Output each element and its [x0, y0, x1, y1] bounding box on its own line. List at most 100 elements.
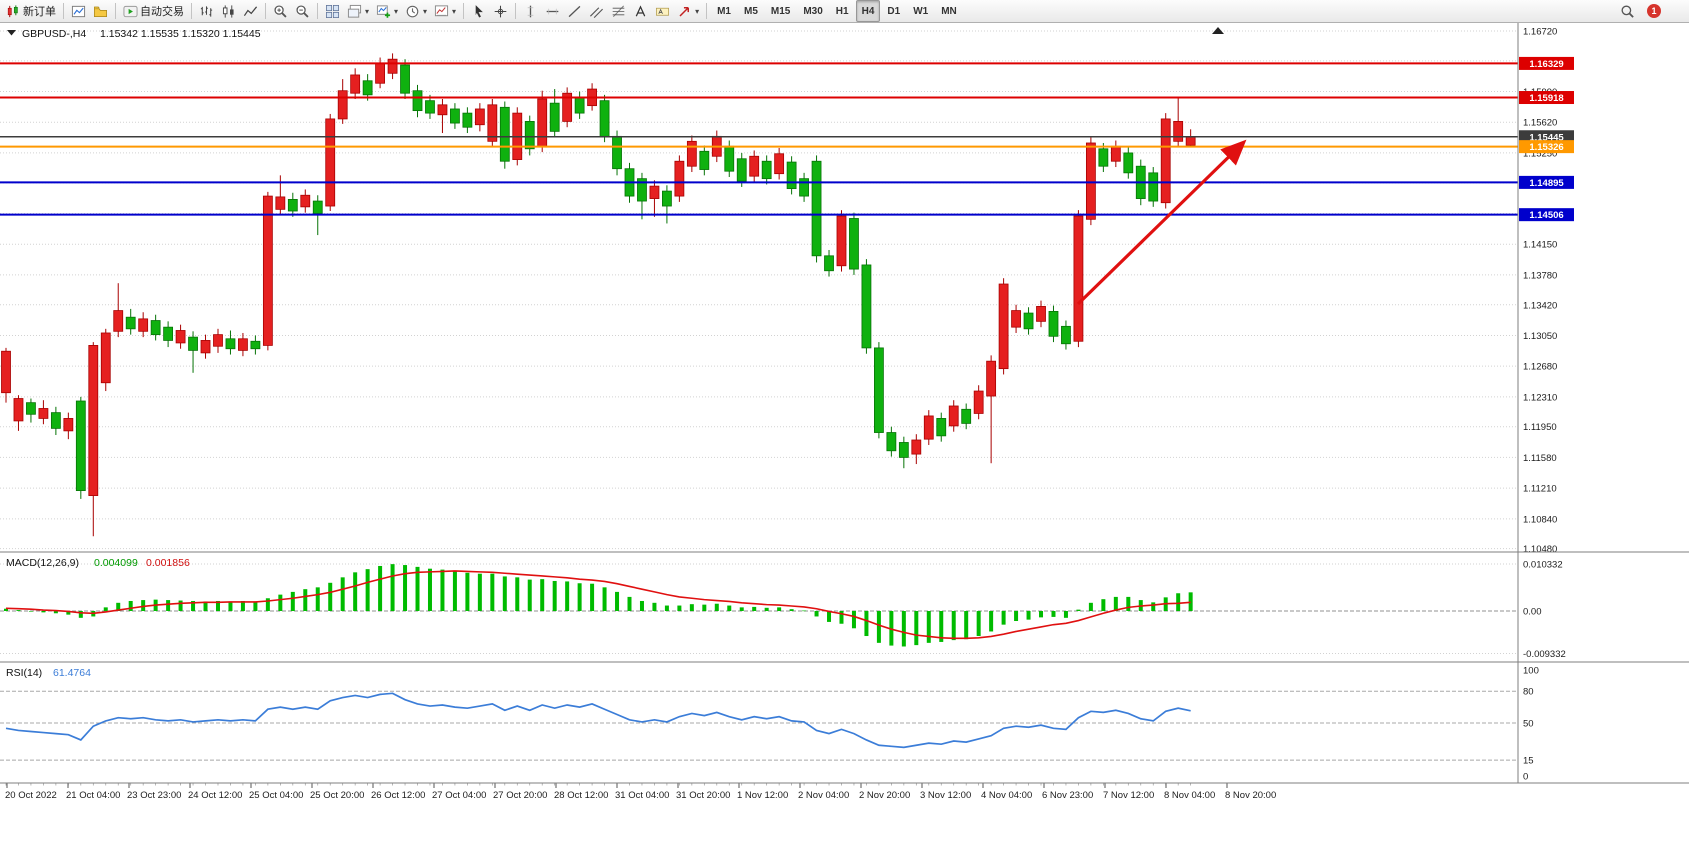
tile-windows-button[interactable] [322, 0, 343, 22]
macd-histogram-bar [1176, 593, 1181, 611]
new-order-button[interactable]: 新订单 [3, 0, 59, 22]
dropdown-caret-icon[interactable]: ▾ [365, 6, 370, 16]
macd-histogram-bar [353, 572, 358, 611]
tf-m1-button[interactable]: M1 [711, 0, 737, 22]
macd-histogram-bar [1076, 609, 1081, 611]
time-axis: 20 Oct 2022 21 Oct 04:00 23 Oct 23:00 24 Oc… [5, 783, 1276, 801]
candle-body [1048, 311, 1059, 337]
time-axis-label: 31 Oct 20:00 [676, 790, 730, 801]
equidistant-channel-button[interactable] [586, 0, 607, 22]
trendline-button[interactable] [564, 0, 585, 22]
tf-mn-button[interactable]: MN [935, 0, 963, 22]
indicators-button[interactable]: ▾ [373, 0, 401, 22]
new-window-button[interactable]: ▾ [344, 0, 372, 22]
new-chart-button[interactable] [68, 0, 89, 22]
candle-body [986, 360, 997, 397]
candle-body [163, 326, 174, 341]
time-axis-label: 2 Nov 04:00 [798, 790, 849, 801]
macd-histogram-bar [203, 601, 208, 611]
rsi-axis-label: 50 [1523, 719, 1534, 730]
macd-histogram-bar [577, 583, 582, 611]
macd-histogram-bar [739, 607, 744, 611]
cursor-button[interactable] [468, 0, 489, 22]
macd-histogram-bar [365, 569, 370, 611]
tf-m15-button[interactable]: M15 [765, 0, 796, 22]
price-axis-label: 1.12310 [1523, 392, 1557, 403]
autotrading-button[interactable]: 自动交易 [120, 0, 187, 22]
macd-histogram-bar [951, 611, 956, 641]
alert-count-badge[interactable]: 1 [1647, 4, 1661, 18]
rsi-axis-label: 15 [1523, 756, 1534, 767]
zoom-in-button[interactable] [270, 0, 291, 22]
candle-body [849, 218, 859, 270]
macd-histogram-bar [565, 581, 570, 611]
macd-panel: 0.010332 0.00 -0.009332 [0, 559, 1566, 660]
chart-bars-button[interactable] [196, 0, 217, 22]
macd-histogram-bar [926, 611, 931, 643]
text-label-button[interactable] [652, 0, 673, 22]
text-label-icon [655, 4, 670, 19]
vertical-line-button[interactable] [520, 0, 541, 22]
macd-histogram-bar [814, 611, 819, 617]
crosshair-button[interactable] [490, 0, 511, 22]
toolbar-separator [191, 3, 192, 19]
macd-histogram-bar [78, 611, 83, 618]
tf-d1-button[interactable]: D1 [881, 0, 906, 22]
horizontal-line-button[interactable] [542, 0, 563, 22]
macd-histogram-bar [66, 611, 71, 615]
macd-histogram-bar [502, 576, 507, 611]
dropdown-caret-icon[interactable]: ▾ [452, 6, 457, 16]
chart-candles-button[interactable] [218, 0, 239, 22]
profiles-icon [93, 4, 108, 19]
chart-menu-caret-icon[interactable] [7, 30, 16, 36]
tf-w1-button[interactable]: W1 [907, 0, 934, 22]
tf-m5-button[interactable]: M5 [738, 0, 764, 22]
macd-histogram-bar [228, 601, 233, 611]
tf-m5-label: M5 [743, 5, 758, 17]
tf-m30-button[interactable]: M30 [797, 0, 828, 22]
tf-h4-button[interactable]: H4 [855, 0, 881, 22]
macd-histogram-bar [278, 594, 283, 611]
price-axis-label: 1.14150 [1523, 240, 1557, 251]
candle-body [911, 439, 922, 455]
chart-line-icon [243, 4, 258, 19]
macd-histogram-bar [427, 568, 432, 611]
chart-line-button[interactable] [240, 0, 261, 22]
candle-body [225, 338, 236, 350]
chart-shift-marker-icon[interactable] [1212, 27, 1224, 34]
templates-button[interactable]: ▾ [431, 0, 459, 22]
macd-histogram-bar [989, 611, 994, 632]
macd-histogram-bar [290, 591, 295, 611]
rsi-axis-label: 0 [1523, 772, 1528, 783]
candle-body [113, 310, 124, 332]
candle-body [824, 255, 834, 272]
dropdown-caret-icon[interactable]: ▾ [394, 6, 399, 16]
text-button[interactable] [630, 0, 651, 22]
profiles-button[interactable] [90, 0, 111, 22]
trend-arrow-object[interactable] [1076, 139, 1247, 306]
macd-histogram-bar [777, 607, 782, 611]
panel-separators[interactable] [0, 23, 1689, 784]
tf-h1-button[interactable]: H1 [830, 0, 855, 22]
equidistant-channel-icon [589, 4, 604, 19]
macd-main-value: 0.004099 [94, 557, 138, 569]
macd-histogram-bar [689, 604, 694, 611]
toolbar-separator [115, 3, 116, 19]
chart-canvas[interactable]: 1.167201.163601.159901.156201.152501.148… [0, 23, 1689, 865]
time-axis-label: 7 Nov 12:00 [1103, 790, 1154, 801]
price-badge [1519, 56, 1574, 70]
macd-histogram-bar [939, 611, 944, 642]
dropdown-caret-icon[interactable]: ▾ [423, 6, 428, 16]
zoom-out-button[interactable] [292, 0, 313, 22]
arrows-button[interactable]: ▾ [674, 0, 702, 22]
periods-button[interactable]: ▾ [402, 0, 430, 22]
rsi-panel: 100 80 50 15 0 [0, 666, 1539, 783]
macd-histogram-bar [128, 600, 133, 611]
candle-body [1, 350, 11, 394]
dropdown-caret-icon[interactable]: ▾ [695, 6, 700, 16]
fibonacci-button[interactable] [608, 0, 629, 22]
search-button[interactable] [1617, 0, 1638, 22]
candle-body [50, 412, 61, 429]
candle-body [387, 58, 398, 74]
